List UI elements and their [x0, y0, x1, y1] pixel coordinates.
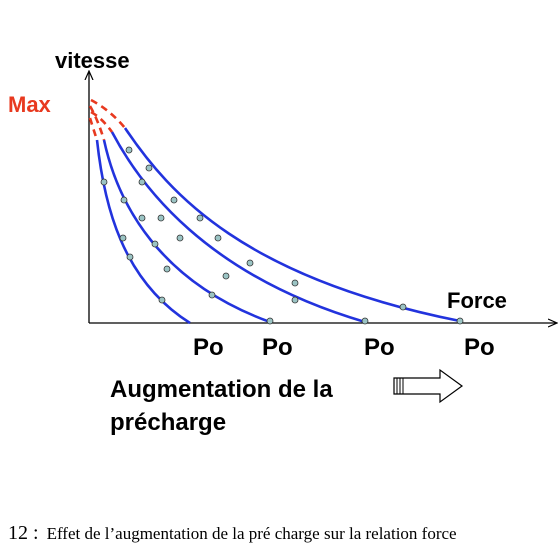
dashed-extension — [88, 117, 99, 141]
point — [157, 214, 165, 222]
point — [214, 234, 222, 242]
caption-text: Effet de l’augmentation de la pré charge… — [47, 524, 457, 543]
point — [158, 296, 166, 304]
point — [170, 196, 178, 204]
dashed-extension — [90, 110, 114, 133]
point — [163, 265, 171, 273]
point — [399, 303, 407, 311]
point — [126, 253, 134, 261]
point — [361, 317, 369, 325]
caption: 12 : Effet de l’augmentation de la pré c… — [8, 522, 457, 544]
annotation-line: précharge — [110, 409, 226, 436]
curves — [95, 127, 461, 325]
y-axis-label: vitesse — [55, 48, 130, 73]
point — [291, 279, 299, 287]
po-label: Po — [464, 334, 495, 361]
curve — [102, 139, 271, 324]
point — [291, 296, 299, 304]
point — [151, 240, 159, 248]
point — [100, 178, 108, 186]
annotation-line: Augmentation de la — [110, 376, 333, 403]
preload-arrow — [393, 368, 464, 404]
point — [145, 164, 153, 172]
po-label: Po — [193, 334, 224, 361]
po-label: Po — [262, 334, 293, 361]
point — [222, 272, 230, 280]
points — [100, 146, 464, 325]
point — [266, 317, 274, 325]
point — [196, 214, 204, 222]
point — [138, 178, 146, 186]
point — [246, 259, 254, 267]
dashed-extension — [90, 98, 126, 129]
point — [176, 234, 184, 242]
x-axis-label: Force — [447, 288, 507, 313]
dashed-extension — [88, 105, 106, 141]
caption-number: 12 : — [8, 522, 39, 544]
curve — [123, 127, 461, 323]
curve — [110, 131, 366, 324]
point — [138, 214, 146, 222]
max-extrapolation — [88, 98, 126, 141]
po-label: Po — [364, 334, 395, 361]
point — [119, 234, 127, 242]
max-label: Max — [8, 92, 52, 117]
point — [120, 196, 128, 204]
point — [208, 291, 216, 299]
point — [456, 317, 464, 325]
point — [125, 146, 133, 154]
arrow-outline — [393, 368, 464, 404]
